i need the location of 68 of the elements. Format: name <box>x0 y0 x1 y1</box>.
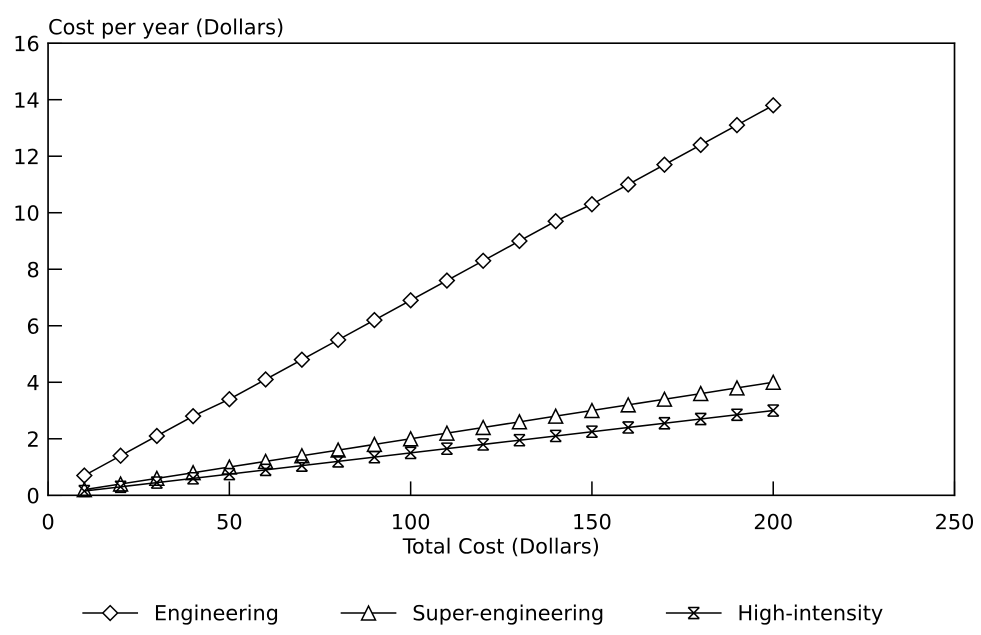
point <box>257 371 274 388</box>
point <box>766 374 781 390</box>
point <box>148 428 165 444</box>
y-tick-label: 8 <box>28 262 38 278</box>
point <box>438 272 456 289</box>
point <box>766 404 780 417</box>
point <box>620 397 636 413</box>
y-tick-label: 10 <box>16 205 38 221</box>
point <box>368 450 381 464</box>
point <box>730 408 744 422</box>
y-tick-label: 12 <box>16 148 38 164</box>
point <box>586 425 598 438</box>
point <box>475 252 492 269</box>
x-tick-label: 50 <box>218 514 242 530</box>
x-tick-label: 250 <box>936 514 974 530</box>
point <box>439 425 455 441</box>
point <box>692 136 709 154</box>
point <box>549 430 562 442</box>
point <box>476 438 490 451</box>
point <box>296 459 308 472</box>
point <box>402 431 418 446</box>
x-tick-label: 100 <box>393 514 430 530</box>
point <box>548 408 564 424</box>
y-tick-label: 6 <box>28 318 38 334</box>
point <box>221 391 238 408</box>
point <box>622 421 635 434</box>
x-tick-label: 200 <box>754 514 792 530</box>
point <box>294 352 310 368</box>
point <box>76 467 92 484</box>
y-tick-label: 0 <box>28 488 38 504</box>
y-tick-label: 16 <box>16 36 38 52</box>
point <box>440 442 454 455</box>
point <box>330 332 346 348</box>
y-tick-label: 4 <box>28 374 39 390</box>
y-axis-title: Cost per year (Dollars) <box>49 18 282 39</box>
legend-label: High-intensity <box>740 604 883 625</box>
point <box>729 380 745 396</box>
point <box>184 408 202 424</box>
point <box>366 312 383 328</box>
x-tick-label: 150 <box>574 514 610 530</box>
point <box>693 386 708 402</box>
x-tick-label: 0 <box>42 514 54 530</box>
point <box>658 416 671 430</box>
point <box>656 392 672 407</box>
point <box>332 455 344 468</box>
point <box>548 213 564 230</box>
legend-label: Engineering <box>156 604 278 625</box>
x-axis-title: Total Cost (Dollars) <box>402 538 598 556</box>
point <box>511 232 528 250</box>
y-tick-label: 2 <box>28 431 38 447</box>
y-tick-label: 14 <box>16 92 39 108</box>
point <box>620 176 636 193</box>
point <box>694 412 708 426</box>
point <box>512 414 528 430</box>
point <box>223 468 236 480</box>
legend-label: Super-engineering <box>414 604 602 625</box>
point <box>366 436 382 452</box>
point <box>765 97 782 114</box>
point <box>112 448 129 464</box>
point <box>513 434 526 447</box>
point <box>728 116 746 134</box>
point <box>402 292 419 308</box>
point <box>475 420 491 436</box>
point <box>259 464 272 476</box>
point <box>584 402 600 418</box>
point <box>656 156 673 173</box>
point <box>404 446 417 460</box>
point <box>584 196 600 212</box>
